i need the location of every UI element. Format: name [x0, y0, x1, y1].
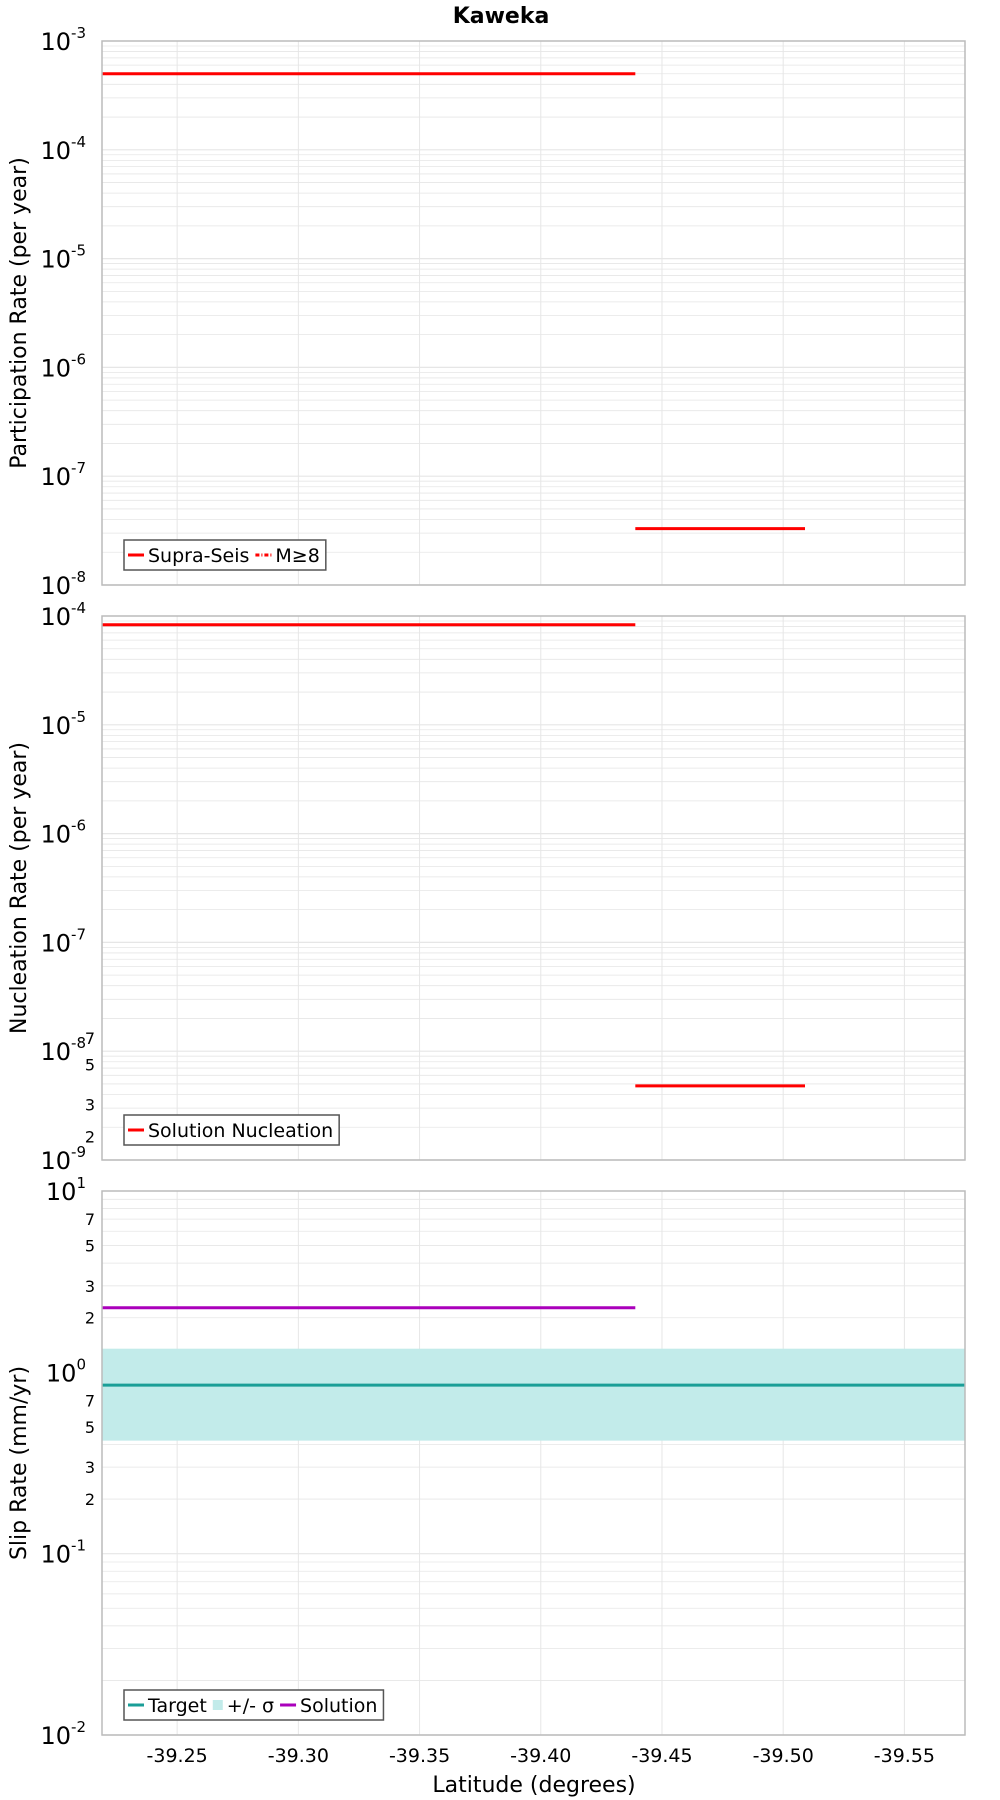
y-tick-exponent: -4: [71, 133, 86, 151]
legend-box: [123, 1114, 340, 1146]
y-tick-label: 10-2: [40, 1718, 86, 1750]
y-axis-label: Slip Rate (mm/yr): [7, 1366, 32, 1560]
y-minor-tick-label: 2: [85, 1309, 95, 1328]
y-tick-exponent: -1: [71, 1537, 86, 1555]
y-tick-base: 10: [46, 1359, 77, 1387]
y-tick-base: 10: [40, 463, 71, 491]
y-tick-base: 10: [40, 1038, 71, 1066]
legend-label: Target: [147, 1695, 207, 1717]
y-minor-tick-label: 7: [85, 1029, 95, 1048]
y-minor-tick-label: 5: [85, 1055, 95, 1074]
legend: Target +/- σ Solution: [123, 1689, 385, 1721]
y-minor-tick-label: 5: [85, 1237, 95, 1256]
y-tick-label: 10-6: [40, 817, 86, 849]
plot-area: [102, 1191, 965, 1735]
legend-label: Solution: [300, 1695, 377, 1717]
y-minor-tick-label: 2: [85, 1490, 95, 1509]
y-tick-base: 10: [40, 1147, 71, 1175]
y-minor-tick-label: 3: [85, 1458, 95, 1477]
y-minor-tick-label: 3: [85, 1095, 95, 1114]
y-tick-base: 10: [40, 1541, 71, 1569]
y-tick-exponent: -6: [71, 350, 86, 368]
y-tick-exponent: -5: [71, 708, 86, 726]
y-tick-label: 101: [46, 1174, 86, 1206]
y-tick-base: 10: [40, 28, 71, 56]
x-tick-label: -39.25: [147, 1745, 208, 1767]
y-tick-label: 10-7: [40, 459, 86, 491]
plot-frame: [101, 40, 966, 586]
plot-frame: [101, 615, 966, 1161]
x-tick-label: -39.40: [510, 1745, 571, 1767]
legend-swatch: [212, 1700, 223, 1710]
y-tick-exponent: -4: [71, 599, 86, 617]
y-axis-label: Nucleation Rate (per year): [7, 742, 32, 1034]
y-tick-label: 10-8: [40, 568, 86, 600]
y-tick-label: 10-4: [40, 599, 86, 631]
sigma-band: [102, 1348, 965, 1441]
legend-label: M≥8: [275, 545, 319, 567]
y-tick-base: 10: [46, 1178, 77, 1206]
y-tick-exponent: -5: [71, 242, 86, 260]
y-axis-label: Participation Rate (per year): [7, 157, 32, 469]
x-tick-label: -39.35: [389, 1745, 450, 1767]
legend: Supra-Seis M≥8: [123, 539, 327, 571]
legend-label: Solution Nucleation: [148, 1120, 333, 1142]
legend: Solution Nucleation: [123, 1114, 340, 1146]
y-tick-label: 10-4: [40, 133, 86, 165]
y-tick-exponent: 0: [76, 1355, 86, 1373]
y-tick-exponent: -3: [71, 24, 86, 42]
x-tick-label: -39.30: [268, 1745, 329, 1767]
legend-label: +/- σ: [227, 1695, 274, 1717]
x-tick-label: -39.45: [631, 1745, 692, 1767]
y-minor-tick-label: 5: [85, 1418, 95, 1437]
y-minor-tick-label: 3: [85, 1277, 95, 1296]
y-tick-exponent: -7: [71, 925, 86, 943]
y-tick-base: 10: [40, 572, 71, 600]
y-minor-tick-label: 7: [85, 1391, 95, 1410]
plot-area: [102, 41, 965, 585]
y-tick-exponent: -9: [71, 1143, 86, 1161]
x-axis-label: Latitude (degrees): [432, 1773, 635, 1798]
y-tick-label: 100: [46, 1355, 86, 1387]
y-tick-base: 10: [40, 354, 71, 382]
y-tick-label: 10-6: [40, 350, 86, 382]
plot-area: [102, 616, 965, 1160]
y-tick-exponent: 1: [76, 1174, 86, 1192]
y-tick-label: 10-5: [40, 708, 86, 740]
y-tick-base: 10: [40, 712, 71, 740]
legend-box: [123, 1689, 385, 1721]
y-tick-exponent: -8: [71, 1034, 86, 1052]
legend-label: Supra-Seis: [148, 545, 249, 567]
x-tick-label: -39.55: [874, 1745, 935, 1767]
y-tick-base: 10: [40, 603, 71, 631]
y-tick-label: 10-5: [40, 242, 86, 274]
y-tick-exponent: -6: [71, 817, 86, 835]
y-tick-exponent: -2: [71, 1718, 86, 1736]
y-minor-tick-label: 7: [85, 1210, 95, 1229]
y-tick-base: 10: [40, 821, 71, 849]
y-tick-base: 10: [40, 137, 71, 165]
y-tick-label: 10-8: [40, 1034, 86, 1066]
y-minor-tick-label: 2: [85, 1127, 95, 1146]
y-tick-label: 10-9: [40, 1143, 86, 1175]
y-tick-exponent: -8: [71, 568, 86, 586]
y-tick-label: 10-7: [40, 925, 86, 957]
y-tick-label: 10-3: [40, 24, 86, 56]
y-tick-base: 10: [40, 1722, 71, 1750]
legend-box: [123, 539, 327, 571]
y-tick-label: 10-1: [40, 1537, 86, 1569]
y-tick-base: 10: [40, 929, 71, 957]
x-tick-label: -39.50: [753, 1745, 814, 1767]
chart-title: Kaweka: [453, 4, 550, 29]
y-tick-base: 10: [40, 246, 71, 274]
y-tick-exponent: -7: [71, 459, 86, 477]
plot-frame: [101, 1190, 966, 1736]
